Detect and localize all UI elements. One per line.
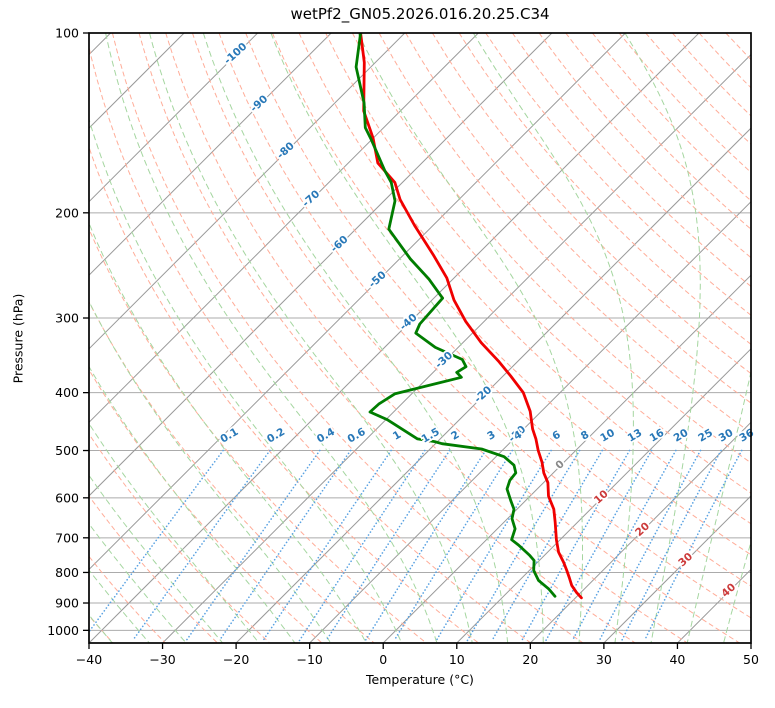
line-label: -20 (472, 384, 494, 406)
svg-text:50: 50 (743, 652, 759, 667)
svg-text:100: 100 (55, 26, 79, 41)
svg-text:−20: −20 (223, 652, 249, 667)
svg-text:600: 600 (55, 490, 79, 505)
line-label: 25 (696, 427, 715, 445)
svg-text:300: 300 (55, 311, 79, 326)
line-label: -90 (248, 93, 270, 115)
line-label: 30 (717, 427, 736, 445)
svg-text:700: 700 (55, 530, 79, 545)
svg-text:20: 20 (522, 652, 538, 667)
svg-text:40: 40 (669, 652, 685, 667)
line-label: -60 (328, 233, 350, 255)
line-label: -30 (433, 349, 455, 371)
line-label: 13 (626, 427, 645, 445)
line-label: 1 (391, 429, 403, 443)
svg-text:500: 500 (55, 443, 79, 458)
line-label: -80 (275, 140, 297, 162)
svg-text:−40: −40 (76, 652, 102, 667)
svg-text:10: 10 (449, 652, 465, 667)
svg-text:1000: 1000 (47, 623, 79, 638)
line-label: 0.2 (265, 426, 287, 446)
axes-border (88, 32, 752, 644)
line-label: 36 (737, 427, 756, 445)
svg-text:900: 900 (55, 596, 79, 611)
plot-lines (89, 33, 751, 643)
dewpoint-profile-line (354, 33, 557, 598)
line-label: 10 (592, 488, 611, 507)
line-label: 0.1 (218, 426, 240, 446)
svg-text:200: 200 (55, 205, 79, 220)
temperature-profile-line (359, 33, 583, 600)
line-label: 30 (676, 551, 695, 570)
line-label: 3 (485, 429, 497, 443)
svg-text:−10: −10 (296, 652, 322, 667)
axis-ticks: −40 −30 −20 −10 0 10 20 30 40 5010020030040050060… (47, 26, 759, 668)
line-label: 16 (648, 427, 667, 445)
y-axis-label: Pressure (hPa) (10, 293, 26, 384)
svg-text:800: 800 (55, 565, 79, 580)
line-label: 10 (598, 427, 617, 445)
line-label: 2 (449, 429, 461, 443)
line-label: -50 (367, 269, 389, 291)
svg-text:0: 0 (379, 652, 387, 667)
chart-title: wetPf2_GN05.2026.016.20.25.C34 (290, 5, 550, 23)
line-label: 8 (579, 429, 591, 443)
svg-text:400: 400 (55, 385, 79, 400)
line-label: 20 (633, 520, 652, 539)
line-label: -70 (300, 188, 322, 210)
line-label: 0.6 (346, 426, 368, 446)
svg-text:−30: −30 (149, 652, 175, 667)
line-label: 40 (719, 581, 738, 600)
line-label: -100 (222, 41, 250, 68)
svg-text:30: 30 (596, 652, 612, 667)
line-label: 0 (553, 458, 566, 472)
x-axis-label: Temperature (°C) (366, 672, 474, 687)
